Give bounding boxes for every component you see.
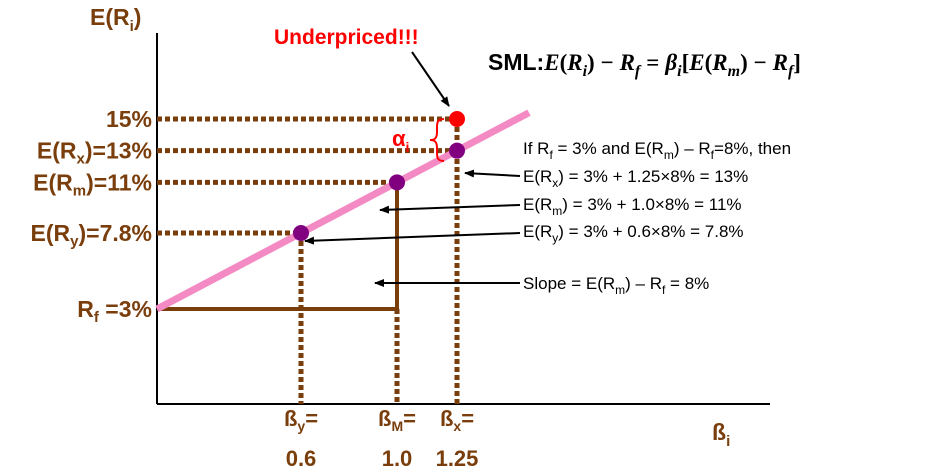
sml-line xyxy=(155,109,531,313)
y-label-3: E(Ry)=7.8% xyxy=(31,220,152,250)
condition-note: If Rf = 3% and E(Rm) – Rf=8%, then xyxy=(523,139,791,162)
points-layer xyxy=(293,111,465,241)
slope-step-lines xyxy=(157,182,399,311)
point-m xyxy=(389,174,405,191)
point-x xyxy=(449,142,465,159)
y-label-0: 15% xyxy=(106,106,152,132)
y-tick-labels: 15% E(Rx)=13%E(Rm)=11% E(Ry)=7.8% Rf =3% xyxy=(31,106,152,326)
alpha-label: αi xyxy=(392,126,409,155)
em-formula: E(Rm) = 3% + 1.0×8% = 11% xyxy=(523,195,742,218)
underpriced-label: Underpriced!!! xyxy=(274,26,419,49)
sml-equation: SML:E(Ri) − Rf = βi[E(Rm) − Rf] xyxy=(488,49,801,80)
guide-lines xyxy=(157,116,460,404)
em-arrow xyxy=(379,204,521,214)
point-y xyxy=(293,225,309,241)
y-label-2: E(Rm)=11% xyxy=(33,169,152,199)
x-label-top-0: ßy= xyxy=(284,406,318,434)
alpha-brace xyxy=(429,118,445,162)
x-label-top-2: ßx= xyxy=(440,406,474,434)
x-label-value-1: 1.0 xyxy=(382,446,413,471)
ey-formula: E(Ry) = 3% + 0.6×8% = 7.8% xyxy=(523,222,744,245)
x-label-top-1: ßM= xyxy=(378,406,416,434)
y-label-1: E(Rx)=13% xyxy=(37,138,152,168)
x-axis-title: ßi xyxy=(712,419,730,450)
slope-formula: Slope = E(Rm) – Rf = 8% xyxy=(523,274,709,297)
x-label-value-0: 0.6 xyxy=(286,446,317,471)
underpriced-arrow xyxy=(411,51,450,107)
ex-formula: E(Rx) = 3% + 1.25×8% = 13% xyxy=(523,167,748,190)
y-label-4: Rf =3% xyxy=(77,296,152,326)
ey-arrow xyxy=(304,232,521,245)
sml-layer xyxy=(155,109,531,313)
y-axis-title: E(Ri) xyxy=(90,4,141,35)
ex-arrow xyxy=(464,169,521,178)
point-underpriced xyxy=(449,111,465,127)
x-label-value-2: 1.25 xyxy=(436,446,479,471)
x-tick-labels: ßy= 0.6 ßM= 1.0 ßx= 1.25 xyxy=(284,406,478,471)
